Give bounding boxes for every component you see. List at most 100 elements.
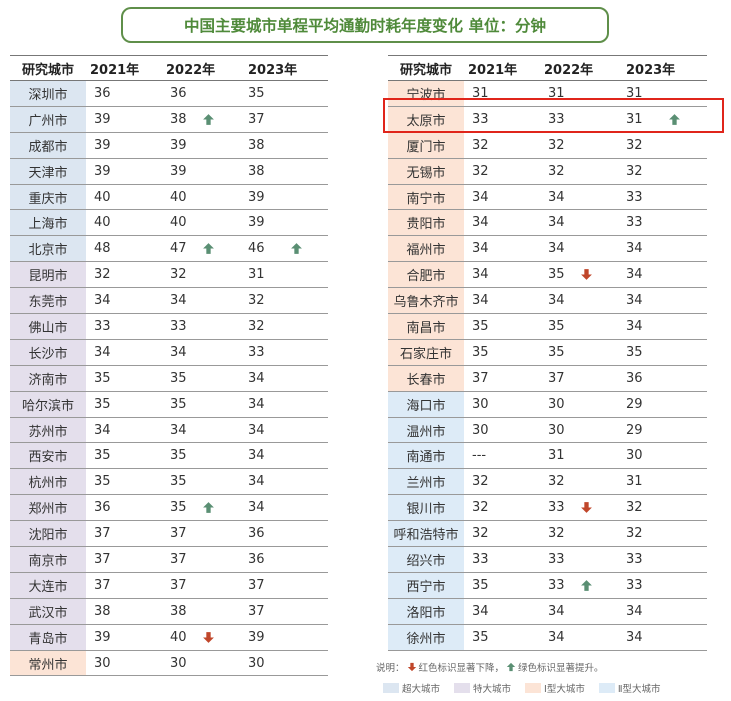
table-row: 广州市 39 38 37 [10,106,328,133]
table-row: 济南市 35 35 34 [10,365,328,392]
value-2022: 34 [542,624,580,651]
change-2023-cell [290,339,328,366]
value-2021: 35 [464,572,542,599]
value-2021: 39 [86,132,164,159]
city-cell: 武汉市 [10,598,86,625]
value-2023: 37 [242,106,290,133]
table-row: 长沙市 34 34 33 [10,339,328,366]
change-2023-cell [290,209,328,237]
city-cell: 福州市 [388,235,464,263]
value-2023: 34 [242,365,290,392]
highlight-box [383,98,724,133]
change-2022-cell [580,158,620,185]
table-header-row: 研究城市 2021年 2022年 2023年 [388,55,707,81]
down-arrow-icon [203,631,214,643]
value-2023: 37 [242,572,290,599]
change-2022-cell [202,184,242,211]
value-2021: 34 [86,287,164,315]
value-2022: 47 [164,235,202,263]
value-2021: 40 [86,184,164,211]
change-2023-cell [668,417,707,444]
note-up-text: 绿色标识显著提升。 [518,663,604,674]
value-2021: 37 [86,520,164,548]
change-2022-cell [202,365,242,392]
table-row: 厦门市 32 32 32 [388,132,707,159]
value-2021: 32 [464,132,542,159]
value-2021: 32 [464,520,542,548]
value-2021: 39 [86,624,164,651]
change-2022-cell [580,391,620,418]
change-2022-cell [202,158,242,185]
down-arrow-icon [581,502,592,514]
value-2022: 35 [164,468,202,496]
right-commute-table: 研究城市 2021年 2022年 2023年 宁波市 31 31 31 太原市 33 33 3… [388,55,707,651]
change-2022-cell [202,624,242,651]
value-2022: 30 [542,417,580,444]
value-2023: 36 [242,520,290,548]
value-2023: 31 [620,468,668,496]
city-cell: 东莞市 [10,287,86,315]
change-2023-cell [290,132,328,159]
table-row: 洛阳市 34 34 34 [388,598,707,625]
header-city: 研究城市 [388,55,464,81]
change-2022-cell [580,442,620,470]
value-2022: 35 [164,391,202,418]
header-2023: 2023年 [620,55,707,81]
value-2023: 38 [242,132,290,159]
legend-label: Ⅱ型大城市 [617,684,661,695]
value-2023: 35 [620,339,668,366]
city-cell: 南昌市 [388,313,464,340]
value-2021: 48 [86,235,164,263]
value-2023: 46 [242,235,290,263]
change-2023-cell [668,624,707,651]
legend-swatch [598,683,615,693]
table-row: 天津市 39 39 38 [10,158,328,185]
city-cell: 哈尔滨市 [10,391,86,418]
city-cell: 南京市 [10,546,86,573]
change-2022-cell [202,494,242,522]
value-2023: 33 [620,209,668,237]
value-2021: 35 [464,313,542,340]
change-2023-cell [290,313,328,340]
change-2022-cell [580,80,620,107]
value-2023: 30 [242,650,290,677]
change-2023-cell [668,442,707,470]
table-row: 杭州市 35 35 34 [10,468,328,496]
value-2021: --- [464,442,542,470]
change-2023-cell [668,468,707,496]
value-2023: 31 [620,80,668,107]
up-arrow-icon [203,113,214,125]
change-2022-cell [202,209,242,237]
value-2021: 34 [86,339,164,366]
change-2022-cell [580,494,620,522]
change-2023-cell [668,339,707,366]
change-2023-cell [290,624,328,651]
change-2022-cell [202,261,242,289]
city-cell: 长沙市 [10,339,86,366]
value-2022: 33 [542,494,580,522]
header-city: 研究城市 [10,55,86,81]
table-row: 乌鲁木齐市 34 34 34 [388,287,707,315]
up-arrow-icon [506,662,516,672]
value-2022: 37 [164,546,202,573]
value-2021: 38 [86,598,164,625]
city-cell: 石家庄市 [388,339,464,366]
change-2022-cell [580,365,620,392]
value-2022: 40 [164,209,202,237]
value-2022: 35 [542,261,580,289]
value-2023: 36 [620,365,668,392]
value-2022: 33 [542,106,580,133]
change-2022-cell [202,650,242,677]
change-2022-cell [202,287,242,315]
change-2023-cell [290,546,328,573]
value-2021: 34 [464,261,542,289]
value-2021: 39 [86,106,164,133]
value-2021: 37 [86,546,164,573]
table-row: 合肥市 34 35 34 [388,261,707,289]
value-2021: 34 [86,417,164,444]
city-cell: 绍兴市 [388,546,464,573]
change-2023-cell [290,520,328,548]
value-2022: 36 [164,80,202,107]
value-2021: 36 [86,494,164,522]
change-2023-cell [290,442,328,470]
